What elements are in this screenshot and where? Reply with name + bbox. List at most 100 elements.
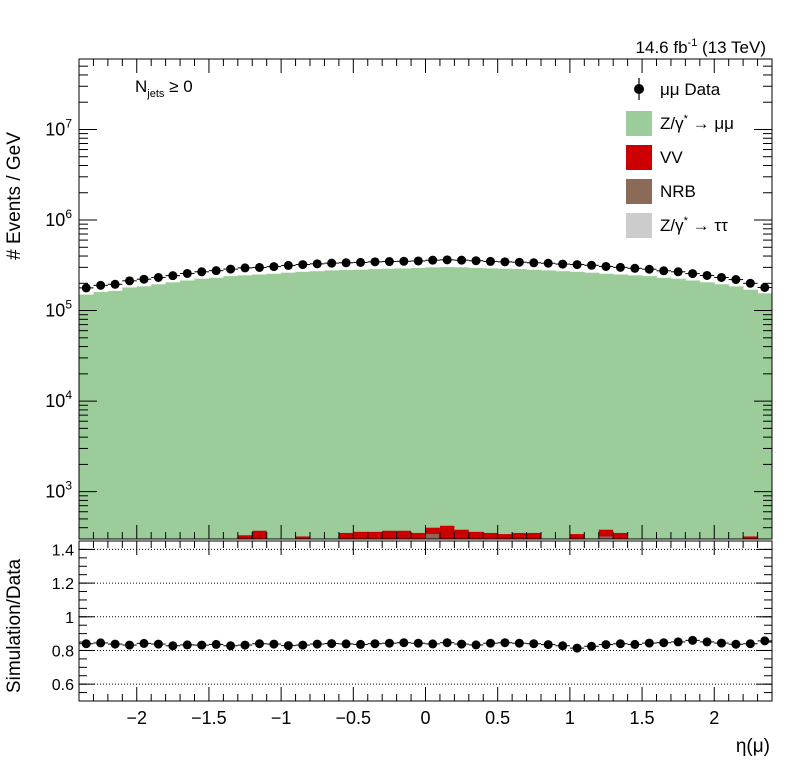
ratio-point <box>471 640 481 650</box>
bar-zmm <box>353 269 369 539</box>
ratio-point <box>745 639 755 649</box>
legend-data-marker <box>634 84 644 94</box>
bar-zmm <box>512 269 527 539</box>
ratio-panel-points <box>79 635 772 653</box>
y-tick-label: 106 <box>45 207 72 230</box>
data-point <box>442 255 452 265</box>
legend-entry-zmm: Z/γ* → μμ <box>626 111 734 136</box>
ratio-point <box>110 639 120 649</box>
ratio-point <box>702 637 712 647</box>
ratio-y-tick-label: 0.8 <box>52 643 74 660</box>
bar-zmm <box>281 272 296 539</box>
bar-zmm <box>569 271 585 539</box>
bar-zmm <box>454 267 470 539</box>
ratio-point <box>384 638 394 648</box>
bar-zmm <box>338 270 354 539</box>
ratio-point <box>269 639 279 649</box>
data-point <box>760 282 770 292</box>
bar-zmm <box>425 267 441 539</box>
bar-zmm <box>136 286 152 539</box>
data-point <box>312 259 322 269</box>
bar-zmm <box>180 280 195 539</box>
data-point <box>514 257 524 267</box>
data-point <box>341 258 351 268</box>
bar-zmm <box>93 292 109 539</box>
bar-zmm <box>266 273 282 539</box>
bar-nrb <box>425 534 440 539</box>
data-point <box>153 272 163 282</box>
ratio-point <box>543 640 553 650</box>
legend-label-vv: VV <box>660 148 683 167</box>
ratio-y-tick-label: 1.4 <box>52 542 74 559</box>
x-axis-label: η(μ) <box>736 736 770 757</box>
ratio-point <box>168 641 178 651</box>
data-point <box>370 257 380 267</box>
data-point <box>615 262 625 272</box>
legend-swatch-nrb <box>626 179 652 204</box>
data-point <box>96 280 106 290</box>
ratio-point <box>659 638 669 648</box>
bar-zmm <box>743 289 758 539</box>
data-point <box>211 266 221 276</box>
bar-zmm <box>439 267 455 539</box>
data-point <box>688 269 698 279</box>
data-point <box>168 271 178 281</box>
data-point <box>500 257 510 267</box>
x-tick-label: 1.5 <box>630 708 655 728</box>
x-tick-label: 0.5 <box>485 708 510 728</box>
bar-nrb <box>598 536 614 539</box>
y-tick-label: 107 <box>45 116 72 139</box>
data-point <box>558 259 568 269</box>
ratio-point <box>630 639 640 649</box>
y-tick-label: 103 <box>45 479 72 502</box>
main-panel-ticks: 103 104 105 106 107 <box>45 58 773 540</box>
bar-vv <box>483 532 498 539</box>
ratio-point <box>716 638 726 648</box>
ratio-point <box>673 637 683 647</box>
bar-vv <box>468 531 484 539</box>
bar-zmm <box>541 270 556 539</box>
bar-zmm <box>382 268 398 539</box>
x-tick-label: 2 <box>709 708 719 728</box>
legend-label-data: μμ Data <box>660 80 721 99</box>
bar-zmm <box>555 271 571 539</box>
ratio-point <box>153 639 163 649</box>
bar-zmm <box>324 270 340 539</box>
data-point <box>471 256 481 266</box>
data-point <box>399 256 409 266</box>
ratio-point <box>356 639 366 649</box>
bar-vv <box>526 532 541 539</box>
ratio-point <box>644 638 654 648</box>
bar-vv <box>425 527 440 539</box>
data-point <box>298 260 308 270</box>
bar-zmm <box>468 268 484 539</box>
x-tick-label: −1 <box>271 708 292 728</box>
bar-zmm <box>237 275 253 539</box>
ratio-y-tick-label: 0.6 <box>52 677 74 694</box>
bar-zmm <box>598 273 614 539</box>
x-tick-label: 1 <box>565 708 575 728</box>
luminosity-label: 14.6 fb-1 (13 TeV) <box>636 37 766 57</box>
bar-vv <box>396 530 412 539</box>
legend-swatch-ztt <box>626 213 652 238</box>
ratio-point <box>760 636 770 646</box>
njets-annotation: Njets ≥ 0 <box>135 77 193 100</box>
x-tick-label: −0.5 <box>336 708 372 728</box>
data-point <box>81 283 91 293</box>
ratio-point <box>211 639 221 649</box>
data-point <box>572 260 582 270</box>
bar-zmm <box>642 276 657 539</box>
ratio-point <box>500 638 510 648</box>
bar-zmm <box>699 282 715 539</box>
data-point <box>254 262 264 272</box>
bar-vv <box>367 531 383 539</box>
ratio-y-tick-label: 1.2 <box>52 576 74 593</box>
data-point <box>659 266 669 276</box>
main-panel-frame <box>78 58 773 540</box>
legend-label-ztt: Z/γ* → ττ <box>660 215 728 235</box>
ratio-point <box>514 638 524 648</box>
data-point <box>384 257 394 267</box>
bar-vv <box>295 536 310 539</box>
data-point <box>413 256 423 266</box>
bar-zmm <box>714 284 730 539</box>
